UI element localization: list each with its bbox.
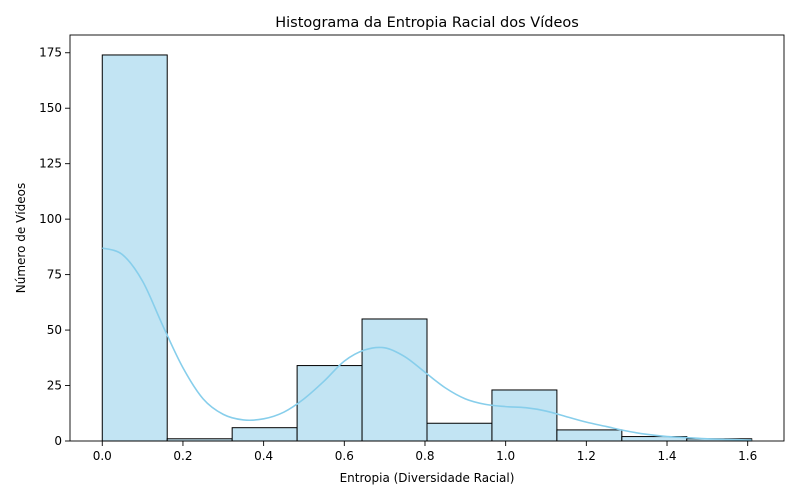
histogram-bar	[361, 318, 428, 442]
x-tick-label: 1.4	[657, 449, 676, 463]
histogram-bar	[426, 422, 493, 442]
y-tick-label: 100	[39, 212, 62, 226]
x-tick-label: 1.0	[496, 449, 515, 463]
bars-group	[101, 54, 753, 442]
histogram-bar	[296, 365, 363, 442]
kde-curve	[102, 247, 752, 441]
histogram-bar	[101, 54, 168, 442]
y-tick-label: 175	[39, 46, 62, 60]
chart-title: Histograma da Entropia Racial dos Vídeos	[275, 15, 579, 31]
y-axis-label: Número de Vídeos	[14, 183, 28, 293]
y-tick-label: 125	[39, 157, 62, 171]
y-tick-label: 25	[47, 379, 62, 393]
y-axis-ticks: 0 25 50 75 100 125 150 175	[39, 46, 70, 448]
x-tick-label: 1.2	[577, 449, 596, 463]
x-tick-label: 0.2	[173, 449, 192, 463]
y-tick-label: 0	[54, 434, 62, 448]
x-tick-label: 0.8	[415, 449, 434, 463]
histogram-bar	[231, 427, 298, 442]
x-tick-label: 0.6	[335, 449, 354, 463]
x-tick-label: 1.6	[738, 449, 757, 463]
x-tick-label: 0.0	[93, 449, 112, 463]
x-axis-ticks: 0.0 0.2 0.4 0.6 0.8 1.0 1.2 1.4 1.6	[93, 441, 757, 463]
y-tick-label: 150	[39, 101, 62, 115]
x-axis-label: Entropia (Diversidade Racial)	[340, 471, 515, 485]
x-tick-label: 0.4	[254, 449, 273, 463]
y-tick-label: 50	[47, 323, 62, 337]
y-tick-label: 75	[47, 268, 62, 282]
plot-frame	[69, 34, 785, 442]
histogram-bar	[491, 389, 558, 442]
histogram-bar	[556, 429, 623, 442]
